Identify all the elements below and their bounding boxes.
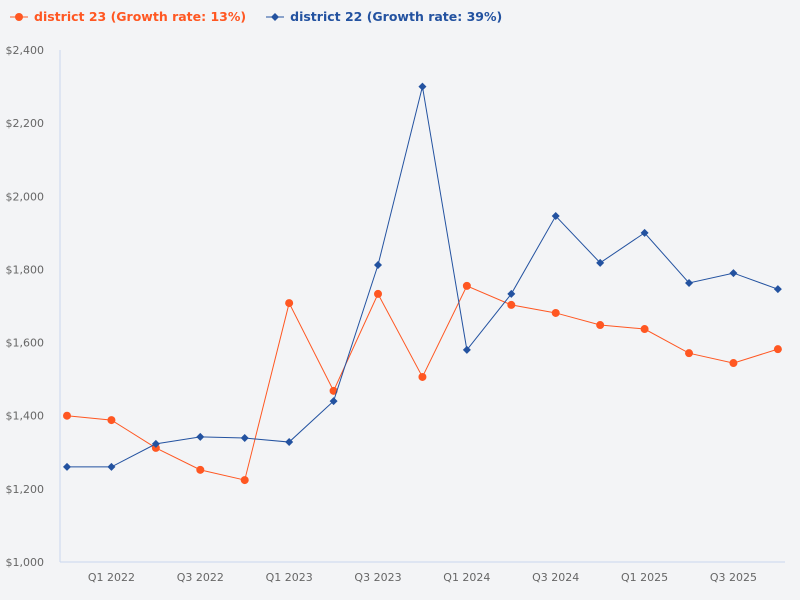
data-point[interactable] [329, 386, 338, 395]
data-point[interactable] [107, 462, 116, 471]
data-point[interactable] [462, 281, 471, 290]
data-point[interactable] [329, 397, 338, 406]
data-point[interactable] [640, 228, 649, 237]
data-point[interactable] [685, 278, 694, 287]
data-point[interactable] [640, 325, 649, 334]
x-tick-label: Q1 2025 [621, 571, 668, 584]
data-point[interactable] [685, 349, 694, 358]
x-tick-label: Q1 2023 [266, 571, 313, 584]
data-point[interactable] [551, 308, 560, 317]
data-point[interactable] [240, 434, 249, 443]
data-point[interactable] [729, 359, 738, 368]
data-point[interactable] [507, 289, 516, 298]
y-tick-label: $2,400 [6, 44, 45, 57]
data-point[interactable] [374, 289, 383, 298]
y-tick-label: $2,200 [6, 117, 45, 130]
data-point[interactable] [596, 321, 605, 330]
legend: district 23 (Growth rate: 13%) district … [10, 9, 502, 24]
x-tick-label: Q3 2024 [532, 571, 579, 584]
diamond-marker-icon [266, 12, 285, 21]
legend-item-district-23[interactable]: district 23 (Growth rate: 13%) [10, 9, 246, 24]
data-point[interactable] [151, 439, 160, 448]
data-point[interactable] [773, 285, 782, 294]
legend-item-district-22[interactable]: district 22 (Growth rate: 39%) [266, 9, 502, 24]
y-tick-label: $1,200 [6, 483, 45, 496]
data-point[interactable] [285, 299, 294, 308]
data-point[interactable] [729, 269, 738, 278]
data-point[interactable] [151, 443, 160, 452]
data-point[interactable] [596, 258, 605, 267]
data-point[interactable] [551, 212, 560, 221]
data-point[interactable] [374, 261, 383, 270]
data-point[interactable] [418, 372, 427, 381]
legend-label: district 23 (Growth rate: 13%) [34, 9, 247, 24]
data-point[interactable] [63, 411, 71, 420]
y-tick-label: $2,000 [6, 190, 45, 203]
data-point[interactable] [107, 416, 116, 425]
circle-marker-icon [10, 12, 28, 21]
series-0 [63, 281, 782, 485]
data-point[interactable] [240, 476, 249, 485]
series-line [66, 285, 779, 481]
x-tick-label: Q3 2023 [354, 571, 401, 584]
data-point[interactable] [418, 82, 427, 91]
data-point[interactable] [196, 432, 205, 441]
series-line [67, 86, 779, 468]
x-tick-label: Q1 2024 [443, 571, 490, 584]
y-tick-label: $1,600 [6, 337, 45, 350]
x-tick-label: Q3 2025 [710, 571, 757, 584]
data-point[interactable] [63, 462, 71, 471]
y-tick-label: $1,800 [6, 263, 45, 276]
data-point[interactable] [462, 345, 471, 354]
series-1 [63, 82, 782, 471]
data-point[interactable] [773, 345, 782, 354]
y-tick-label: $1,000 [6, 556, 45, 569]
data-point[interactable] [507, 300, 516, 309]
x-tick-label: Q3 2022 [177, 571, 224, 584]
y-tick-label: $1,400 [6, 410, 45, 423]
legend-label: district 22 (Growth rate: 39%) [290, 9, 503, 24]
x-tick-label: Q1 2022 [88, 571, 135, 584]
data-point[interactable] [285, 438, 294, 447]
data-point[interactable] [196, 465, 205, 474]
